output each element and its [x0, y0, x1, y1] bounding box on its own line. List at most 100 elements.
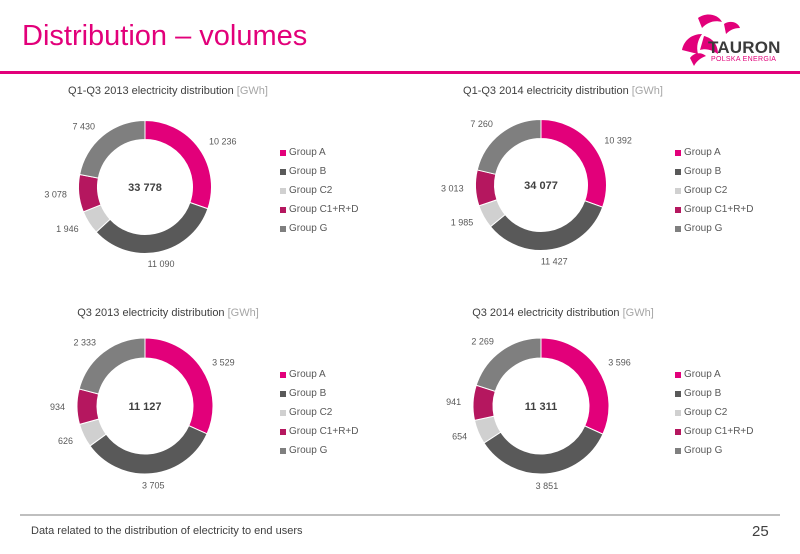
legend-item-group-b: Group B	[675, 162, 753, 181]
legend-label: Group C2	[289, 407, 333, 418]
footnote: Data related to the distribution of elec…	[31, 525, 303, 537]
legend-swatch	[280, 371, 286, 378]
chart-title-unit: [GWh]	[622, 307, 654, 319]
legend-swatch	[280, 447, 286, 454]
legend-swatch	[280, 187, 286, 194]
legend-label: Group A	[289, 369, 326, 380]
legend-item-group-c2: Group C2	[280, 403, 358, 422]
data-label-group-a: 3 529	[212, 358, 235, 368]
legend-label: Group C2	[684, 185, 728, 196]
donut-chart: 10 392 11 427 1 985 3 013 7 260 34 077	[441, 118, 632, 266]
donut-slice-group-b	[95, 201, 209, 254]
chart-panel-q1q3-2014: Q1-Q3 2014 electricity distribution [GWh…	[403, 85, 800, 305]
legend-item-group-b: Group B	[280, 384, 358, 403]
legend-swatch	[675, 225, 681, 232]
legend-label: Group C1+R+D	[289, 204, 359, 215]
chart-legend: Group A Group B Group C2 Group C1+R+D Group …	[675, 365, 753, 460]
legend-item-group-a: Group A	[675, 365, 753, 384]
donut-slice-group-b	[89, 424, 208, 475]
data-label-group-g: 2 333	[74, 338, 97, 348]
legend-swatch	[675, 409, 681, 416]
chart-title-unit: [GWh]	[236, 85, 268, 97]
legend-label: Group B	[684, 388, 722, 399]
legend-label: Group C2	[289, 185, 333, 196]
data-label-group-c1-r-d: 3 013	[441, 184, 464, 194]
legend-item-group-b: Group B	[675, 384, 753, 403]
chart-panel-q3-2013: Q3 2013 electricity distribution [GWh] 3…	[8, 307, 406, 527]
chart-title-unit: [GWh]	[227, 307, 259, 319]
donut-total-label: 11 127	[128, 401, 161, 413]
chart-title: Q1-Q3 2013 electricity distribution [GWh…	[8, 85, 328, 97]
data-label-group-c2: 1 946	[56, 224, 79, 234]
donut-slice-group-c1-r-d	[78, 173, 102, 213]
tauron-logo	[682, 14, 740, 66]
data-label-group-c1-r-d: 3 078	[44, 190, 67, 200]
donut-slice-group-b	[489, 200, 604, 251]
data-label-group-b: 11 090	[148, 259, 175, 269]
chart-panel-q1q3-2013: Q1-Q3 2013 electricity distribution [GWh…	[8, 85, 406, 305]
legend-label: Group G	[684, 445, 723, 456]
legend-label: Group C2	[684, 407, 728, 418]
legend-swatch	[280, 409, 286, 416]
legend-item-group-a: Group A	[280, 365, 358, 384]
legend-label: Group A	[684, 147, 721, 158]
legend-swatch	[280, 149, 286, 156]
legend-label: Group B	[289, 388, 327, 399]
data-label-group-g: 7 260	[470, 119, 493, 129]
data-label-group-c2: 654	[452, 432, 467, 442]
donut-slice-group-g	[79, 119, 146, 179]
legend-swatch	[675, 168, 681, 175]
donut-slice-group-a	[144, 119, 212, 210]
donut-slice-group-a	[144, 337, 214, 435]
chart-title-unit: [GWh]	[631, 85, 663, 97]
legend-swatch	[675, 149, 681, 156]
legend-item-group-b: Group B	[280, 162, 358, 181]
tauron-logo-mark-icon	[682, 14, 740, 66]
chart-title-text: Q3 2014 electricity distribution	[472, 307, 620, 319]
donut-chart: 3 529 3 705 626 934 2 333 11 127	[50, 337, 235, 491]
legend-label: Group G	[289, 445, 328, 456]
donut-slice-group-a	[540, 337, 610, 435]
donut-total-label: 33 778	[128, 182, 162, 194]
page-title: Distribution – volumes	[22, 20, 308, 52]
chart-title: Q3 2014 electricity distribution [GWh]	[403, 307, 723, 319]
legend-item-group-g: Group G	[675, 219, 753, 238]
donut-slice-group-b	[483, 425, 604, 475]
chart-title-text: Q1-Q3 2013 electricity distribution	[68, 85, 234, 97]
logo-subtitle: POLSKA ENERGIA	[711, 56, 777, 63]
data-label-group-c1-r-d: 934	[50, 402, 65, 412]
title-divider	[0, 71, 800, 74]
data-label-group-b: 11 427	[541, 256, 568, 266]
data-label-group-a: 10 236	[209, 136, 237, 146]
data-label-group-g: 7 430	[72, 122, 95, 132]
chart-title: Q1-Q3 2014 electricity distribution [GWh…	[403, 85, 723, 97]
donut-slice-group-g	[475, 337, 542, 392]
legend-item-group-c1-r-d: Group C1+R+D	[675, 422, 753, 441]
data-label-group-a: 10 392	[604, 135, 632, 145]
legend-label: Group A	[289, 147, 326, 158]
legend-label: Group G	[684, 223, 723, 234]
footer-divider	[20, 514, 780, 516]
legend-swatch	[280, 428, 286, 435]
logo-name: TAURON	[708, 38, 781, 57]
legend-item-group-c2: Group C2	[280, 181, 358, 200]
legend-swatch	[675, 206, 681, 213]
legend-item-group-c1-r-d: Group C1+R+D	[675, 200, 753, 219]
donut-slice-group-c1-r-d	[475, 169, 498, 207]
donut-chart: 10 236 11 090 1 946 3 078 7 430 33 778	[44, 119, 237, 269]
chart-title-text: Q1-Q3 2014 electricity distribution	[463, 85, 629, 97]
legend-swatch	[675, 187, 681, 194]
donut-chart: 3 596 3 851 654 941 2 269 11 311	[446, 336, 631, 490]
data-label-group-a: 3 596	[608, 358, 631, 368]
legend-label: Group G	[289, 223, 328, 234]
legend-item-group-c1-r-d: Group C1+R+D	[280, 422, 358, 441]
legend-item-group-a: Group A	[280, 143, 358, 162]
legend-item-group-a: Group A	[675, 143, 753, 162]
chart-legend: Group A Group B Group C2 Group C1+R+D Group …	[675, 143, 753, 238]
legend-swatch	[675, 371, 681, 378]
legend-item-group-g: Group G	[675, 441, 753, 460]
donut-slice-group-c1-r-d	[76, 388, 100, 426]
donut-total-label: 34 077	[524, 180, 558, 192]
donut-slice-group-a	[540, 118, 607, 208]
legend-item-group-c2: Group C2	[675, 181, 753, 200]
